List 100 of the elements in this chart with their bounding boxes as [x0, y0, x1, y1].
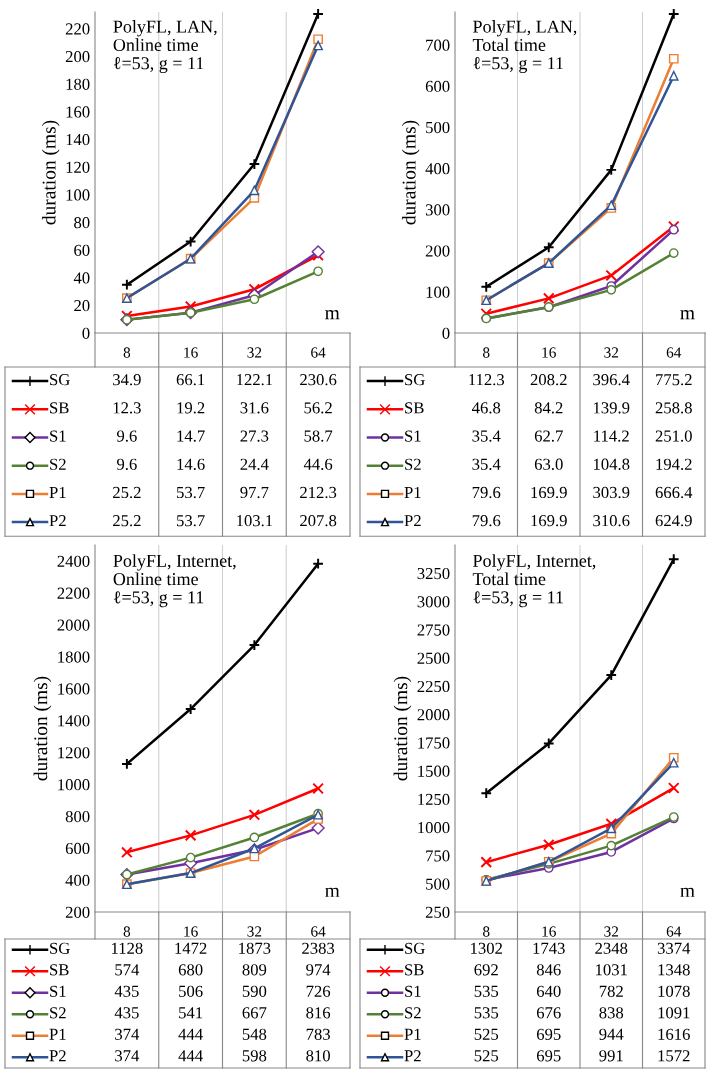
data-label: 104.8 — [593, 458, 630, 470]
y-tick-label: 1000 — [418, 822, 450, 834]
data-label: 251.0 — [655, 430, 692, 442]
data-label: 1472 — [175, 942, 207, 954]
legend-label: SB — [50, 964, 69, 976]
data-label: 506 — [179, 985, 203, 997]
y-tick-label: 180 — [66, 78, 90, 90]
y-tick-label: 2000 — [417, 709, 450, 721]
data-label: 548 — [242, 1028, 267, 1040]
y-tick-label: 100 — [426, 286, 450, 298]
data-label: 374 — [115, 1028, 140, 1040]
data-label: 84.2 — [534, 402, 563, 414]
y-axis-title: duration (ms) — [401, 120, 420, 225]
data-label: 444 — [178, 1050, 203, 1062]
y-tick-label: 220 — [65, 23, 90, 35]
x-tick-label: 16 — [184, 926, 198, 937]
y-tick-label: 60 — [74, 244, 90, 256]
legend-label: P2 — [404, 515, 421, 527]
y-tick-label: 20 — [74, 300, 90, 312]
data-label: 19.2 — [177, 402, 205, 414]
y-tick-label: 750 — [426, 850, 450, 862]
y-tick-label: 100 — [66, 189, 90, 201]
data-label: 310.6 — [593, 515, 630, 527]
data-label: 44.6 — [303, 458, 333, 470]
data-label: 62.7 — [534, 430, 563, 442]
data-label: 169.9 — [531, 515, 567, 527]
data-label: 207.8 — [300, 515, 337, 527]
data-label: 63.0 — [534, 458, 563, 470]
x-tick-label: 32 — [247, 926, 262, 937]
data-label: 9.6 — [116, 430, 137, 442]
legend-label: S1 — [405, 985, 421, 997]
data-label: 541 — [179, 1007, 203, 1019]
x-tick-label: 64 — [666, 347, 682, 358]
data-label: 97.7 — [240, 486, 269, 499]
y-tick-label: 3250 — [417, 567, 450, 580]
x-axis-title: m — [325, 887, 340, 897]
y-tick-label: 1500 — [418, 765, 450, 777]
data-label: 782 — [599, 985, 623, 997]
data-label: 2348 — [595, 942, 628, 954]
data-label: 112.3 — [469, 374, 505, 386]
y-tick-label: 1600 — [58, 683, 90, 695]
data-label: 212.3 — [300, 486, 337, 499]
data-label: 230.6 — [300, 374, 337, 386]
y-tick-label: 3000 — [417, 596, 450, 608]
legend-label: SG — [50, 942, 70, 954]
y-tick-label: 2750 — [417, 624, 450, 636]
legend-label: S2 — [50, 458, 66, 470]
data-label: 12.3 — [113, 402, 141, 414]
x-tick-label: 8 — [123, 926, 131, 937]
legend-label: P2 — [404, 1050, 421, 1062]
data-label: 66.1 — [176, 374, 205, 386]
data-label: 1302 — [471, 942, 502, 954]
data-label: 809 — [242, 964, 267, 976]
y-tick-label: 1750 — [418, 737, 450, 749]
data-label: 435 — [114, 1007, 139, 1019]
data-label: 34.9 — [113, 374, 141, 386]
x-tick-label: 16 — [542, 926, 556, 937]
data-label: 1128 — [111, 942, 143, 954]
data-label: 25.2 — [113, 486, 141, 499]
x-axis-title: m — [325, 310, 340, 320]
y-tick-label: 1000 — [58, 779, 90, 791]
y-tick-label: 200 — [425, 245, 450, 257]
y-tick-label: 1400 — [58, 715, 90, 727]
y-tick-label: 400 — [65, 874, 90, 887]
legend-label: SG — [405, 374, 425, 386]
x-tick-label: 32 — [604, 926, 619, 937]
x-tick-label: 32 — [604, 347, 619, 358]
y-axis-title: duration (ms) — [33, 676, 52, 781]
x-tick-label: 64 — [311, 347, 326, 358]
y-tick-label: 400 — [425, 163, 450, 175]
data-label: 25.2 — [113, 515, 141, 527]
data-label: 1091 — [658, 1007, 690, 1019]
data-label: 692 — [474, 964, 498, 976]
data-label: 303.9 — [593, 486, 630, 499]
data-label: 1031 — [596, 964, 627, 976]
data-label: 640 — [536, 985, 561, 997]
y-tick-label: 1250 — [418, 793, 450, 806]
legend-label: S1 — [405, 430, 421, 442]
x-tick-label: 8 — [483, 347, 490, 358]
data-label: 31.6 — [240, 402, 269, 414]
legend-label: SB — [405, 964, 424, 976]
data-label: 1616 — [658, 1028, 690, 1040]
data-label: 525 — [474, 1028, 499, 1040]
x-axis-title: m — [680, 310, 695, 320]
data-label: 667 — [242, 1007, 267, 1019]
data-label: 56.2 — [304, 402, 332, 414]
y-tick-label: 300 — [425, 204, 450, 216]
data-label: 2383 — [302, 942, 335, 954]
data-label: 3374 — [657, 942, 691, 954]
data-label: 396.4 — [593, 374, 630, 386]
y-tick-label: 600 — [65, 842, 90, 855]
data-label: 14.6 — [177, 458, 205, 470]
legend-label: S1 — [50, 430, 66, 442]
x-axis-title: m — [680, 887, 695, 897]
x-tick-label: 16 — [184, 347, 198, 358]
y-tick-label: 0 — [442, 327, 450, 339]
x-tick-label: 32 — [247, 347, 262, 358]
data-label: 624.9 — [655, 515, 692, 527]
data-label: 944 — [599, 1028, 624, 1040]
text: PolyFL, LAN, Total time ℓ=53, g = 11 — [472, 20, 577, 74]
